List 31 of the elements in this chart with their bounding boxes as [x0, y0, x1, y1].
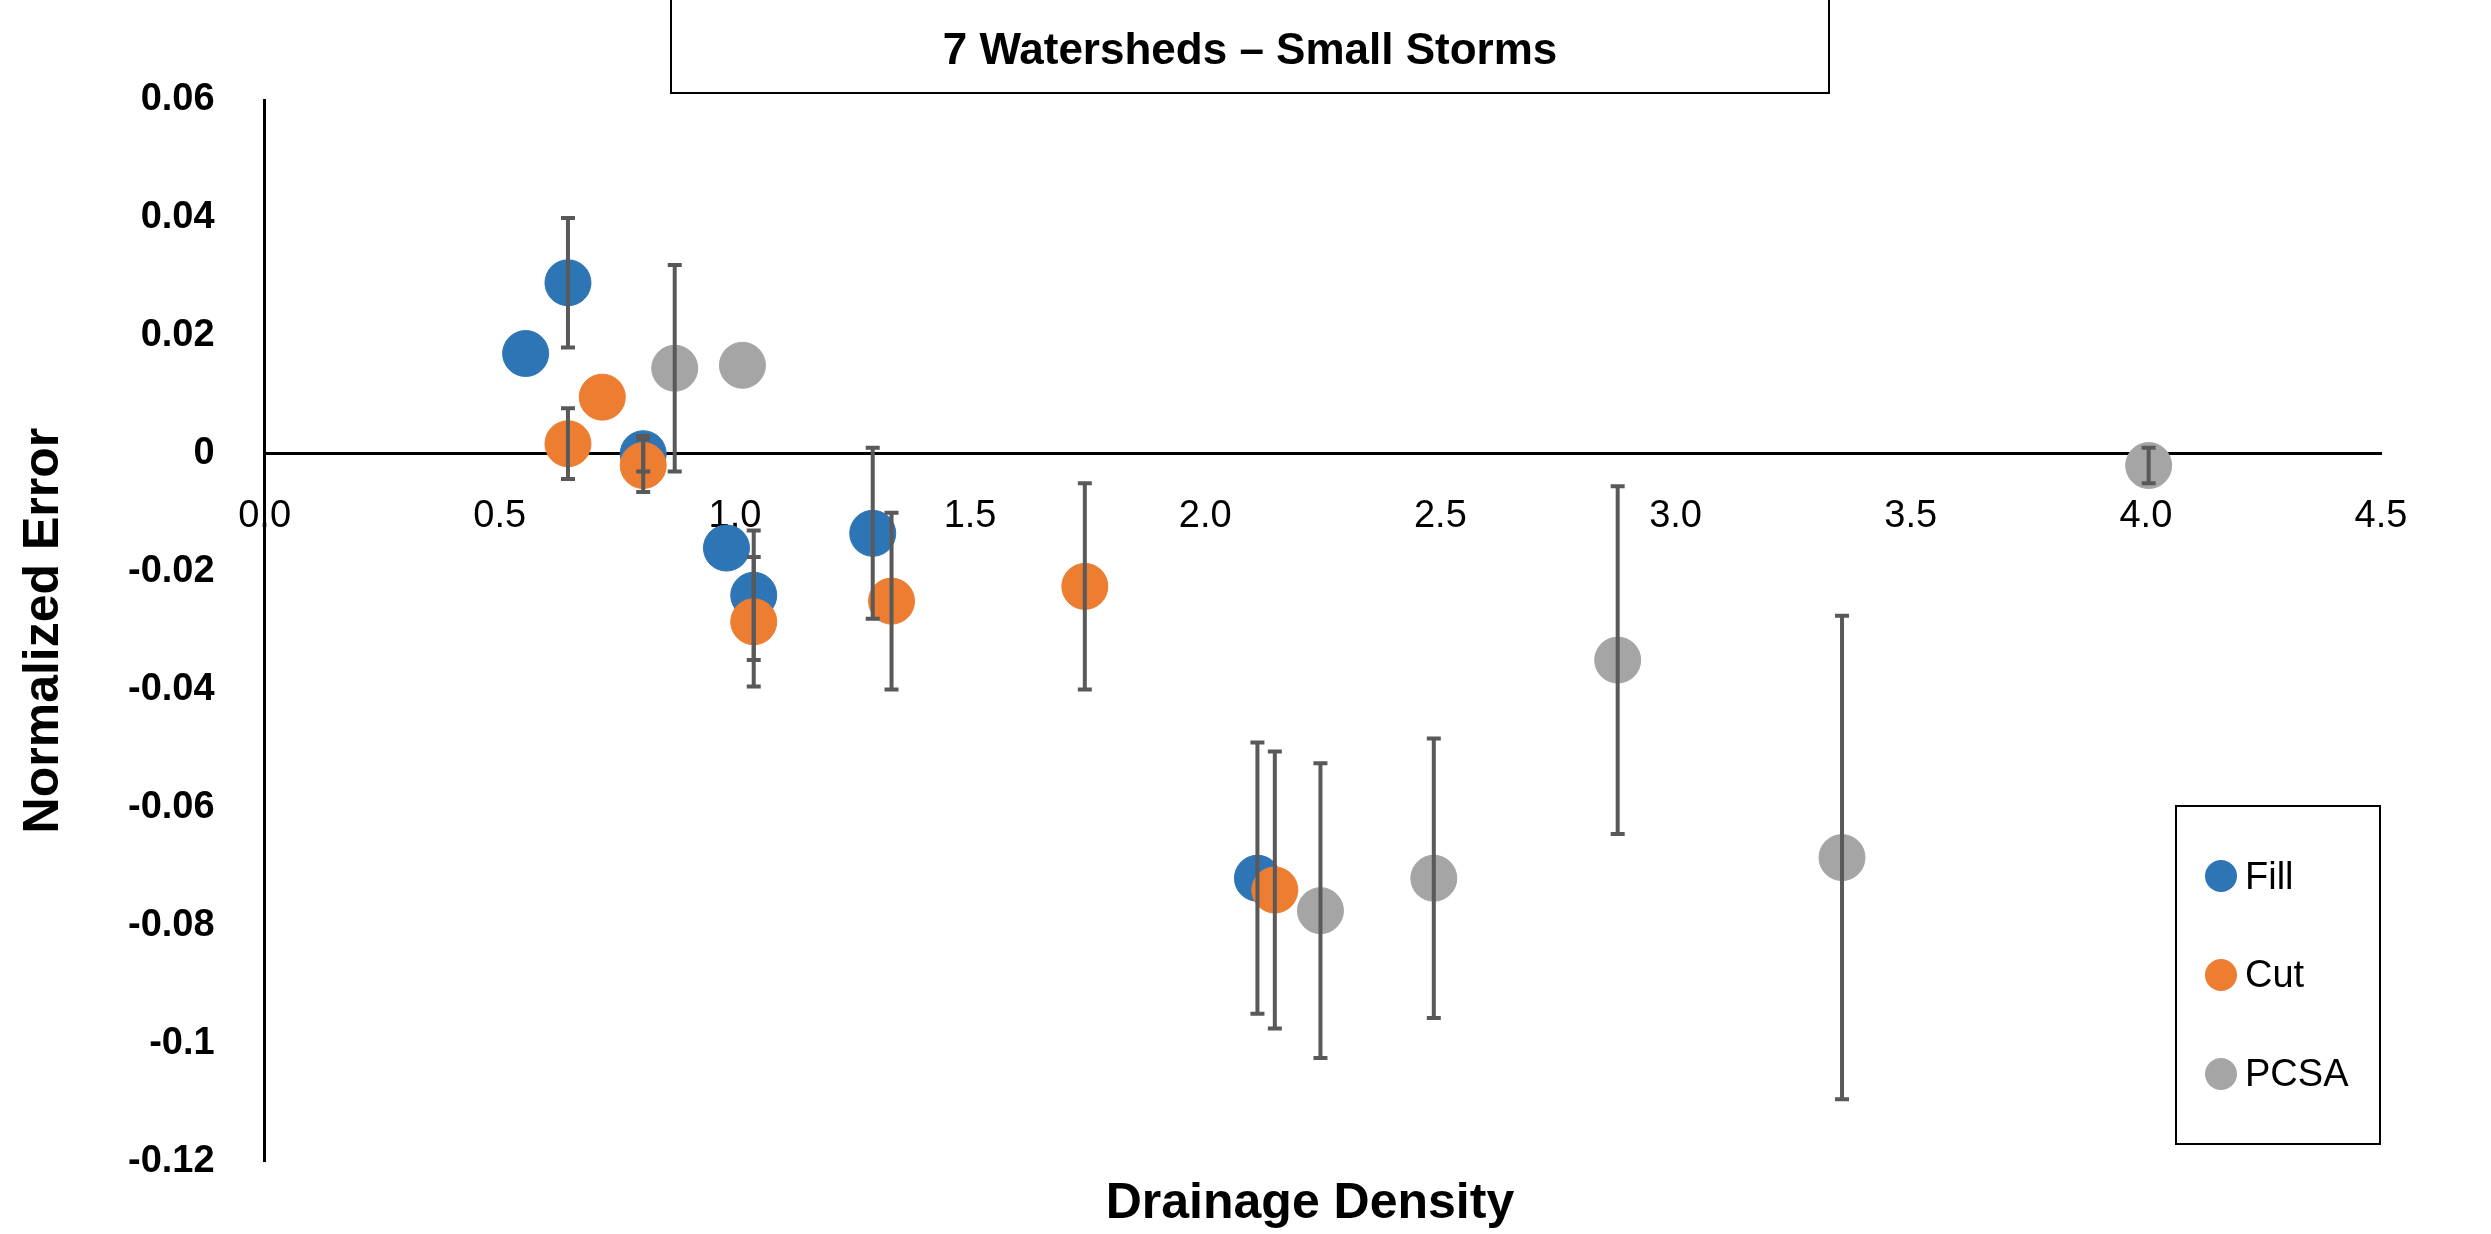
- point: [1296, 887, 1344, 935]
- y-tick-label: -0.02: [127, 548, 215, 591]
- x-tick-label: 4.0: [2119, 493, 2173, 536]
- chart-title: 7 Watersheds – Small Storms: [941, 24, 1559, 74]
- point: [1594, 636, 1642, 684]
- x-tick-label: 2.5: [1413, 493, 1467, 536]
- x-tick-label: 1.0: [708, 493, 762, 536]
- point: [718, 341, 766, 389]
- y-tick-label: 0.02: [140, 312, 215, 355]
- legend-label: Cut: [2245, 953, 2305, 997]
- y-tick-label: 0.06: [140, 76, 215, 119]
- x-tick-label: 0.5: [473, 493, 527, 536]
- x-tick-label: 1.5: [943, 493, 997, 536]
- legend-label: Fill: [2245, 854, 2294, 898]
- point: [578, 373, 626, 421]
- x-tick-label: 3.0: [1649, 493, 1702, 536]
- y-axis-title: Normalized Error: [12, 427, 69, 834]
- x-tick-label: 4.5: [2354, 493, 2408, 536]
- y-tick-label: -0.1: [149, 1019, 215, 1062]
- legend-label: PCSA: [2245, 1052, 2349, 1096]
- y-tick-label: 0.04: [140, 194, 215, 237]
- x-tick-label: 3.5: [1884, 493, 1938, 536]
- x-tick-label: 2.0: [1178, 493, 1232, 536]
- y-tick-label: -0.04: [127, 666, 215, 709]
- point: [651, 344, 699, 392]
- y-tick-label: 0: [193, 430, 215, 473]
- x-axis-title: Drainage Density: [1104, 1172, 1516, 1230]
- point: [502, 330, 550, 378]
- y-tick-label: -0.12: [127, 1137, 215, 1180]
- y-tick-label: -0.06: [127, 783, 215, 826]
- y-tick-label: -0.08: [127, 901, 215, 944]
